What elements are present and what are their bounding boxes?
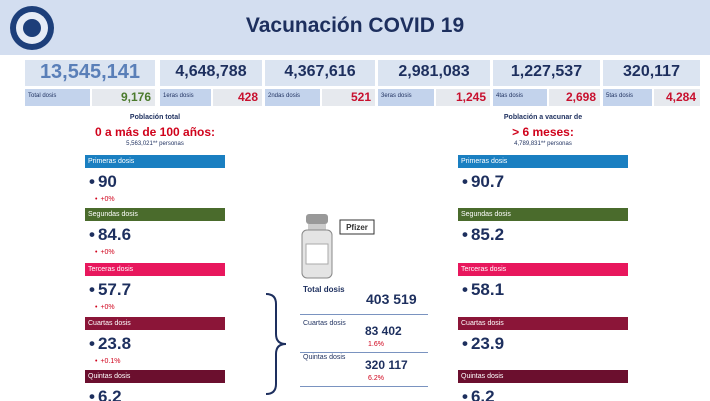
daily-value: 9,176 (92, 90, 151, 104)
daily-value: 2,698 (549, 90, 597, 104)
dose-bar-label: Terceras dosis (88, 266, 133, 273)
dose-label: 2ndas dosis (268, 93, 300, 99)
population-heading: Población a vacunar de (443, 114, 643, 121)
total-value: 2,981,083 (378, 63, 490, 81)
bracket (262, 290, 292, 398)
total-value: 13,545,141 (25, 61, 155, 84)
dose-label: Total dosis (28, 93, 56, 99)
table-label: Total dosis (303, 285, 345, 294)
total-value: 1,227,537 (493, 63, 600, 81)
table-value: 320 117 (365, 358, 408, 372)
dose-label: 4tas dosis (496, 93, 523, 99)
dose-percent: 58.1 (462, 280, 504, 300)
dose-bar-label: Primeras dosis (88, 158, 134, 165)
dose-percent: 23.8 (89, 334, 131, 354)
age-range: > 6 meses: (443, 125, 643, 139)
population-count: 5,563,021** personas (55, 141, 255, 147)
table-rule (300, 352, 428, 353)
dose-change: +0% (95, 196, 115, 203)
table-rule (300, 314, 428, 315)
dose-percent: 23.9 (462, 334, 504, 354)
dose-percent: 6.2 (89, 387, 122, 401)
daily-value: 1,245 (436, 90, 486, 104)
daily-value: 4,284 (654, 90, 697, 104)
daily-value: 521 (322, 90, 371, 104)
vial-label: Pfizer (340, 223, 374, 232)
table-label: Cuartas dosis (303, 320, 346, 327)
dose-label: 3eras dosis (381, 93, 412, 99)
table-rule (300, 386, 428, 387)
table-value: 403 519 (366, 291, 417, 307)
dose-label: 5tas dosis (606, 93, 633, 99)
table-percent: 1.6% (368, 341, 384, 348)
total-value: 4,367,616 (265, 63, 375, 81)
dose-change: +0% (95, 249, 115, 256)
dose-bar-label: Quintas dosis (461, 373, 503, 380)
dose-bar-label: Quintas dosis (88, 373, 130, 380)
dose-bar-label: Primeras dosis (461, 158, 507, 165)
dose-percent: 6.2 (462, 387, 495, 401)
dose-bar-label: Segundas dosis (461, 211, 511, 218)
dose-bar-label: Terceras dosis (461, 266, 506, 273)
dose-percent: 57.7 (89, 280, 131, 300)
table-value: 83 402 (365, 324, 402, 338)
table-label: Quintas dosis (303, 354, 345, 361)
dose-percent: 90 (89, 172, 117, 192)
table-percent: 6.2% (368, 375, 384, 382)
total-value: 320,117 (603, 63, 700, 81)
population-heading: Población total (55, 114, 255, 121)
dose-bar-label: Cuartas dosis (461, 320, 504, 327)
age-range: 0 a más de 100 años: (55, 125, 255, 139)
dose-label: 1eras dosis (163, 93, 194, 99)
dose-change: +0% (95, 304, 115, 311)
dose-change: +0.1% (95, 358, 121, 365)
dose-bar-label: Segundas dosis (88, 211, 138, 218)
title: Vacunación COVID 19 (0, 14, 710, 38)
dose-bar-label: Cuartas dosis (88, 320, 131, 327)
dose-percent: 84.6 (89, 225, 131, 245)
total-value: 4,648,788 (160, 63, 262, 81)
dose-percent: 90.7 (462, 172, 504, 192)
dose-percent: 85.2 (462, 225, 504, 245)
daily-value: 428 (213, 90, 258, 104)
population-count: 4,789,831** personas (443, 141, 643, 147)
dashboard: Vacunación COVID 19 Pfizer 13,545,141 Tota… (0, 0, 710, 401)
